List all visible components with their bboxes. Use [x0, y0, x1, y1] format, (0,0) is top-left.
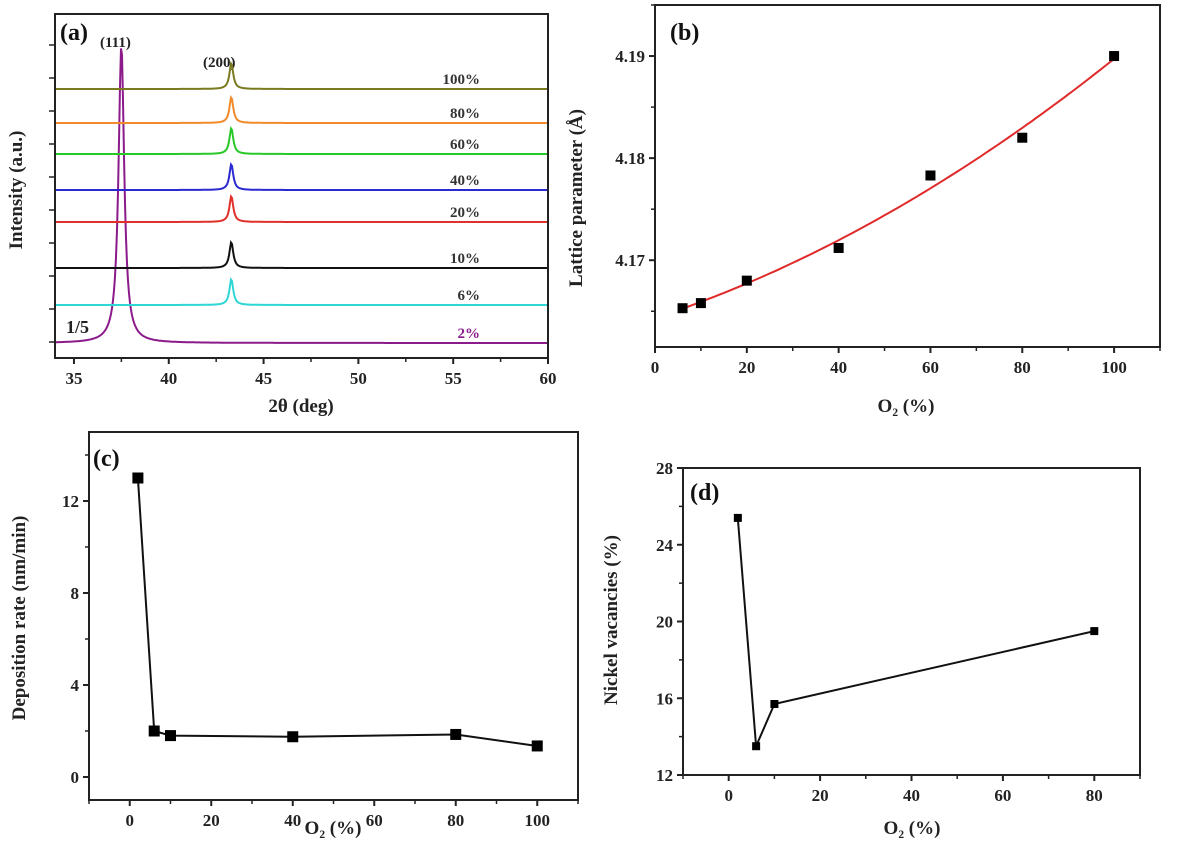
panel-c-ytick-label: 12 [62, 492, 79, 511]
panel-a-xtick-label: 50 [350, 369, 367, 388]
panel-a-series-label: 10% [450, 251, 480, 267]
panel-d-series-line [736, 517, 1095, 747]
panel-c-ytick-label: 0 [71, 768, 80, 787]
panel-b-data-point [695, 298, 706, 309]
panel-d-ytick-label: 20 [656, 613, 673, 632]
panel-a-series-40pct [56, 162, 547, 191]
panel-a-xtick-label: 40 [160, 369, 177, 388]
panel-d-xtick-label: 40 [903, 786, 920, 805]
panel-b-xtick-label: 80 [1014, 358, 1031, 377]
panel-a-series-10pct [56, 240, 547, 269]
panel-a-series-label: 80% [450, 106, 480, 122]
panel-b-data-point [677, 303, 688, 314]
panel-c-xtick-label: 0 [126, 811, 135, 830]
panel-d-xtick-label: 80 [1086, 786, 1103, 805]
panel-c-deposition: (c) O₂ (%) Deposition rate (nm/min) 0 20 4… [9, 431, 579, 839]
panel-a-series-2pct [56, 48, 547, 344]
panel-d-data-point [770, 700, 779, 709]
panel-a-series-label: 6% [458, 288, 481, 304]
annotation-111: (111) [100, 35, 131, 51]
panel-b-ytick-label: 4.17 [615, 251, 645, 270]
panel-d-data-point [752, 742, 761, 751]
panel-c-axes-frame [88, 431, 579, 801]
panel-d-xtick-label: 20 [812, 786, 829, 805]
panel-a-ylabel: Intensity (a.u.) [6, 131, 27, 250]
panel-c-xtick-label: 60 [366, 811, 383, 830]
panel-a-series-label: 20% [450, 205, 480, 221]
panel-a-series-20pct [56, 194, 547, 223]
panel-a-series-80pct [56, 95, 547, 124]
panel-a-series-6pct [56, 277, 547, 306]
panel-d-data-point [733, 513, 742, 522]
annotation-scale: 1/5 [66, 317, 89, 337]
panel-c-ylabel: Deposition rate (nm/min) [9, 516, 30, 721]
panel-d-data-point [1090, 627, 1099, 636]
panel-b-lattice: (b) O₂ (%) Lattice parameter (Å) 0 20 40 60… [566, 4, 1161, 417]
panel-c-xtick-label: 20 [203, 811, 220, 830]
panel-b-fit-curve [682, 58, 1115, 310]
panel-c-xtick-label: 100 [525, 811, 551, 830]
panel-c-label: (c) [93, 446, 120, 472]
panel-c-data-point [450, 728, 462, 740]
panel-a-series-60pct [56, 126, 547, 155]
panel-c-data-point [165, 730, 176, 742]
panel-d-vacancies: (d) O₂ (%) Nickel vacancies (%) 0 20 40 60 8… [601, 459, 1141, 839]
panel-a-xtick-label: 60 [540, 369, 557, 388]
panel-b-xtick-label: 0 [651, 358, 660, 377]
panel-b-data-point [833, 242, 844, 253]
panel-a-series-label: 2% [458, 326, 481, 342]
panel-d-ytick-label: 16 [656, 689, 673, 708]
panel-b-data-point [741, 275, 752, 286]
panel-d-ytick-label: 12 [656, 766, 673, 785]
panel-d-ytick-label: 28 [656, 459, 673, 478]
panel-b-ytick-label: 4.18 [615, 149, 645, 168]
panel-d-xlabel: O₂ (%) [884, 818, 941, 839]
panel-d-ylabel: Nickel vacancies (%) [601, 535, 622, 705]
panel-d-xtick-label: 0 [724, 786, 733, 805]
panel-b-data-point [1017, 132, 1028, 143]
panel-a-xrd: (a) (111) (200) 1/5 2θ (deg) Intensity (… [6, 13, 557, 417]
panel-c-xlabel: O₂ (%) [305, 818, 362, 839]
panel-c-data-point [531, 740, 543, 752]
panel-b-xtick-label: 40 [830, 358, 847, 377]
panel-c-data-point [132, 472, 144, 484]
panel-b-axes-frame [654, 4, 1161, 348]
panel-c-data-point [148, 725, 160, 737]
panel-b-data-point [925, 170, 936, 181]
annotation-200: (200) [203, 55, 236, 71]
panel-a-series-label: 100% [443, 72, 481, 88]
panel-a-xtick-label: 55 [445, 369, 462, 388]
panel-c-xtick-label: 40 [284, 811, 301, 830]
panel-a-series-100pct [56, 61, 547, 90]
panel-a-label: (a) [60, 20, 88, 46]
panel-a-xlabel: 2θ (deg) [268, 396, 333, 417]
panel-d-axes-frame [682, 467, 1141, 776]
panel-a-axes-frame [54, 13, 549, 359]
panel-c-series-line [136, 477, 538, 747]
panel-b-data-point [1109, 51, 1120, 62]
panel-c-data-point [287, 731, 299, 743]
panel-b-ytick-label: 4.19 [615, 47, 645, 66]
panel-b-xtick-label: 20 [738, 358, 755, 377]
panel-b-xlabel: O₂ (%) [878, 396, 935, 417]
panel-c-ytick-label: 4 [71, 676, 80, 695]
panel-d-label: (d) [690, 480, 719, 506]
panel-a-xtick-label: 35 [65, 369, 82, 388]
panel-a-xtick-label: 45 [255, 369, 272, 388]
panel-b-ylabel: Lattice parameter (Å) [566, 109, 587, 287]
panel-b-label: (b) [670, 20, 699, 46]
panel-b-xtick-label: 60 [922, 358, 939, 377]
panel-a-series-label: 40% [450, 173, 480, 189]
panel-c-xtick-label: 80 [447, 811, 464, 830]
panel-c-ytick-label: 8 [71, 584, 80, 603]
panel-d-ytick-label: 24 [656, 536, 674, 555]
panel-a-series-label: 60% [450, 137, 480, 153]
panel-d-xtick-label: 60 [994, 786, 1011, 805]
panel-b-xtick-label: 100 [1101, 358, 1127, 377]
